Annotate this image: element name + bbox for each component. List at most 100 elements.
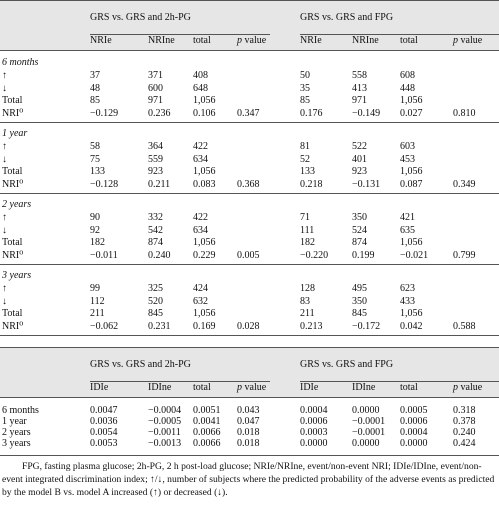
column-header: NRIne	[352, 35, 379, 46]
column-header: IDIe	[90, 382, 109, 393]
cell: 845	[352, 308, 367, 319]
cell: 0.810	[453, 107, 476, 119]
cell: −0.011	[90, 249, 118, 261]
cell: 0.211	[148, 178, 171, 190]
cell: 364	[148, 141, 163, 152]
cell: 0.0041	[193, 416, 221, 427]
rule	[90, 381, 270, 382]
cell: 603	[400, 141, 415, 152]
cell: 874	[148, 237, 163, 248]
cell: 0.0004	[400, 427, 428, 438]
cell: 0.240	[148, 249, 171, 261]
cell: 542	[148, 224, 163, 236]
section-title: 1 year	[2, 128, 28, 139]
row-label: ↓	[2, 82, 7, 94]
row-label: 2 years	[2, 427, 31, 438]
cell: 559	[148, 153, 163, 165]
cell: 0.240	[453, 427, 476, 438]
cell: 422	[193, 212, 208, 223]
row-label: NRI⁰	[2, 320, 24, 332]
cell: 453	[400, 153, 415, 165]
cell: 0.349	[453, 178, 476, 190]
rule	[300, 381, 499, 382]
footnote: FPG, fasting plasma glucose; 2h-PG, 2 h …	[2, 461, 495, 498]
cell: 0.169	[193, 320, 216, 332]
cell: 1,056	[400, 237, 423, 248]
cell: −0.0004	[148, 405, 182, 416]
cell: 433	[400, 295, 415, 307]
cell: 422	[193, 141, 208, 152]
cell: 0.0051	[193, 405, 221, 416]
rule	[0, 193, 499, 194]
cell: −0.220	[300, 249, 329, 261]
column-header: p value	[453, 382, 483, 393]
cell: 632	[193, 295, 208, 307]
cell: 112	[90, 295, 105, 307]
cell: 401	[352, 153, 367, 165]
cell: 0.236	[148, 107, 171, 119]
cell: 0.0066	[193, 427, 221, 438]
cell: 0.424	[453, 438, 476, 449]
cell: 128	[300, 283, 315, 294]
cell: 0.0000	[400, 438, 428, 449]
cell: 1,056	[400, 95, 423, 106]
cell: 211	[300, 308, 315, 319]
cell: 37	[90, 70, 100, 81]
cell: 0.0000	[352, 405, 380, 416]
cell: 81	[300, 141, 310, 152]
cell: −0.129	[90, 107, 119, 119]
cell: 0.0006	[400, 416, 428, 427]
cell: 0.106	[193, 107, 216, 119]
header-band	[0, 0, 499, 50]
row-label: ↑	[2, 283, 7, 294]
group-header: GRS vs. GRS and 2h-PG	[90, 12, 191, 23]
cell: 0.005	[237, 249, 260, 261]
rule	[0, 50, 499, 51]
cell: 0.799	[453, 249, 476, 261]
cell: 923	[352, 166, 367, 177]
cell: 1,056	[193, 308, 216, 319]
cell: 85	[90, 95, 100, 106]
cell: 558	[352, 70, 367, 81]
rule	[300, 34, 499, 35]
cell: 182	[300, 237, 315, 248]
cell: 648	[193, 82, 208, 94]
cell: 111	[300, 224, 315, 236]
column-header: total	[400, 382, 418, 393]
cell: 133	[300, 166, 315, 177]
cell: 0.347	[237, 107, 260, 119]
cell: 0.199	[352, 249, 375, 261]
column-header: total	[193, 35, 211, 46]
cell: 0.028	[237, 320, 260, 332]
row-label: Total	[2, 166, 23, 177]
row-label: NRI⁰	[2, 178, 24, 190]
row-label: ↑	[2, 212, 7, 223]
cell: 0.042	[400, 320, 423, 332]
cell: 448	[400, 82, 415, 94]
cell: 923	[148, 166, 163, 177]
cell: 971	[352, 95, 367, 106]
cell: 71	[300, 212, 310, 223]
rule	[0, 264, 499, 265]
cell: 0.231	[148, 320, 171, 332]
row-label: Total	[2, 308, 23, 319]
cell: 608	[400, 70, 415, 81]
cell: 0.0047	[90, 405, 118, 416]
rule	[0, 347, 499, 348]
cell: 634	[193, 224, 208, 236]
cell: 133	[90, 166, 105, 177]
cell: 0.318	[453, 405, 476, 416]
column-header: IDIne	[352, 382, 376, 393]
row-label: Total	[2, 95, 23, 106]
row-label: NRI⁰	[2, 107, 24, 119]
cell: 1,056	[400, 308, 423, 319]
cell: 0.218	[300, 178, 323, 190]
group-header: GRS vs. GRS and FPG	[300, 12, 394, 23]
rule	[0, 0, 499, 1]
cell: 58	[90, 141, 100, 152]
cell: 0.0036	[90, 416, 118, 427]
section-title: 2 years	[2, 199, 32, 210]
cell: 524	[352, 224, 367, 236]
row-label: NRI⁰	[2, 249, 24, 261]
